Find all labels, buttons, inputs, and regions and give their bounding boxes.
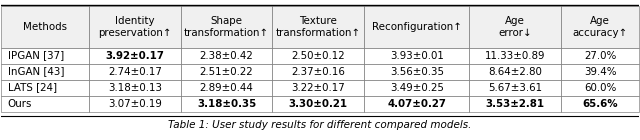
Text: Table 1: User study results for different compared models.: Table 1: User study results for differen… bbox=[168, 120, 472, 130]
